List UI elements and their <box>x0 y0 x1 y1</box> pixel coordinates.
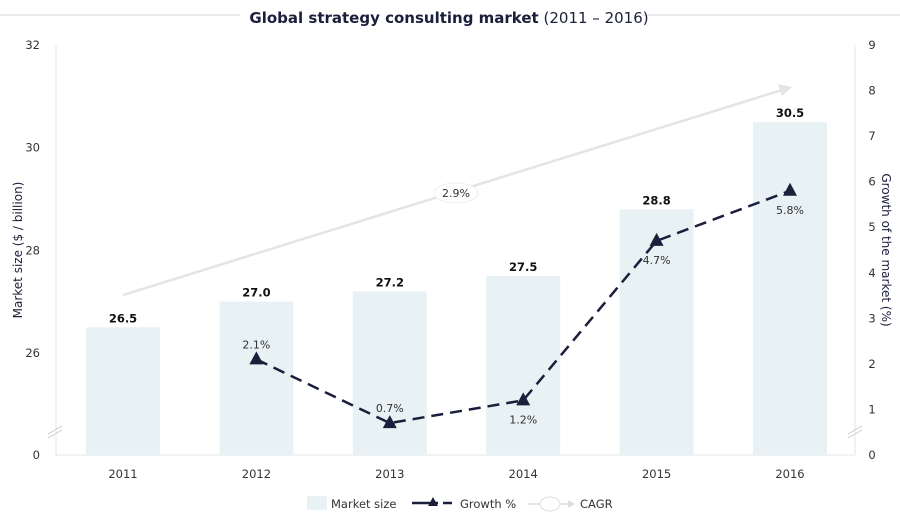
bar-market-size <box>619 209 694 455</box>
growth-line <box>255 189 791 425</box>
bar-market-size <box>86 327 160 455</box>
legend-growth-triangle-icon <box>428 497 438 506</box>
cagr-label-bubble <box>433 182 479 204</box>
chart-title-bold: Global strategy consulting market <box>249 9 538 27</box>
growth-value-label: 2.1% <box>242 338 270 351</box>
y-tick-label: 26 <box>25 346 40 360</box>
growth-value-label: 5.8% <box>776 204 804 217</box>
y2-axis-label: Growth of the market (%) <box>879 173 893 326</box>
y-tick-label: 0 <box>33 448 40 462</box>
legend-cagr-ellipse-icon <box>539 496 561 512</box>
y-axis-label: Market size ($ / billion) <box>11 182 25 319</box>
y2-tick-label: 0 <box>868 448 875 462</box>
x-tick-label: 2016 <box>775 467 804 481</box>
left-axis-break <box>47 425 63 439</box>
y2-tick-label: 3 <box>868 311 875 325</box>
cagr-value-label: 2.9% <box>442 187 470 200</box>
growth-value-label: 0.7% <box>376 402 404 415</box>
legend-cagr-label: CAGR <box>580 497 613 511</box>
growth-marker <box>249 351 264 365</box>
right-axis-break <box>847 425 863 439</box>
growth-marker <box>516 392 531 406</box>
x-tick-label: 2011 <box>108 467 137 481</box>
x-tick-label: 2013 <box>375 467 404 481</box>
cagr-arrowhead-icon <box>778 84 792 96</box>
growth-marker <box>382 415 397 429</box>
bar-market-size <box>486 276 561 455</box>
chart-title-years: (2011 – 2016) <box>539 9 649 27</box>
x-tick-label: 2014 <box>509 467 538 481</box>
y-tick-label: 32 <box>25 38 40 52</box>
y2-tick-label: 1 <box>868 402 875 416</box>
bar-market-size <box>753 122 827 455</box>
y2-tick-label: 4 <box>868 266 875 280</box>
bar-value-label: 27.5 <box>509 260 537 274</box>
bar-value-label: 27.0 <box>242 286 270 300</box>
x-tick-label: 2012 <box>242 467 271 481</box>
y2-tick-label: 5 <box>868 220 875 234</box>
y2-tick-label: 7 <box>868 129 875 143</box>
y2-tick-label: 6 <box>868 175 875 189</box>
bar-value-label: 28.8 <box>642 193 670 207</box>
x-tick-label: 2015 <box>642 467 671 481</box>
chart-title: Global strategy consulting market (2011 … <box>249 9 648 27</box>
bar-value-label: 30.5 <box>776 106 804 120</box>
growth-value-label: 1.2% <box>509 413 537 426</box>
y2-tick-label: 9 <box>868 38 875 52</box>
y2-tick-label: 2 <box>868 357 875 371</box>
y-tick-label: 30 <box>25 141 40 155</box>
legend-growth-label: Growth % <box>460 497 516 511</box>
y-tick-label: 28 <box>25 243 40 257</box>
bar-value-label: 27.2 <box>376 275 404 289</box>
growth-value-label: 4.7% <box>643 254 671 267</box>
bar-market-size <box>352 291 427 455</box>
legend: Market size Growth % CAGR <box>307 496 613 512</box>
legend-market-size-swatch <box>307 496 327 510</box>
bar-value-label: 26.5 <box>109 311 137 325</box>
legend-market-size-label: Market size <box>331 497 397 511</box>
legend-cagr-arrow-icon <box>568 500 575 508</box>
growth-marker <box>649 232 664 246</box>
y2-tick-label: 8 <box>868 84 875 98</box>
bar-market-size <box>219 301 294 455</box>
growth-marker <box>783 182 797 196</box>
